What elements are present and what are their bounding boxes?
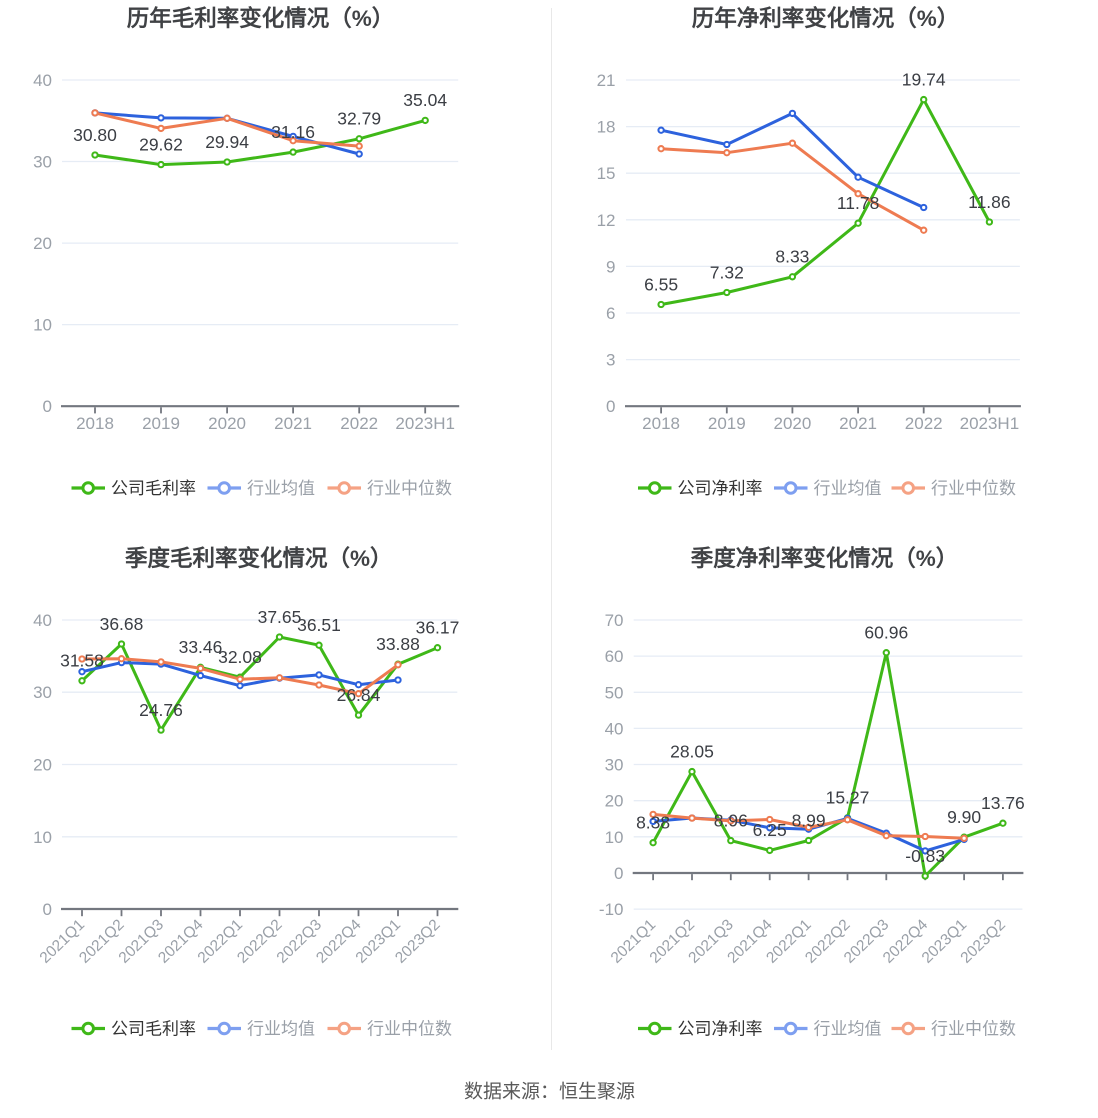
svg-text:行业均值: 行业均值 <box>247 1020 315 1039</box>
svg-text:50: 50 <box>605 683 624 702</box>
svg-text:2022: 2022 <box>340 414 378 433</box>
svg-text:行业中位数: 行业中位数 <box>931 1020 1016 1039</box>
svg-text:29.94: 29.94 <box>205 132 249 152</box>
svg-text:36.17: 36.17 <box>416 618 460 638</box>
svg-text:19.74: 19.74 <box>902 69 946 89</box>
svg-text:6.25: 6.25 <box>753 820 787 840</box>
svg-text:-0.83: -0.83 <box>905 846 945 866</box>
svg-text:行业均值: 行业均值 <box>814 1020 882 1039</box>
svg-text:历年毛利率变化情况（%）: 历年毛利率变化情况（%） <box>127 5 395 31</box>
svg-text:8.96: 8.96 <box>714 810 748 830</box>
svg-text:2021: 2021 <box>839 414 877 433</box>
svg-text:6.55: 6.55 <box>644 274 678 294</box>
svg-text:40: 40 <box>33 611 52 630</box>
svg-text:0: 0 <box>43 900 52 919</box>
svg-text:36.51: 36.51 <box>297 615 341 635</box>
svg-text:行业中位数: 行业中位数 <box>367 479 452 498</box>
svg-text:11.86: 11.86 <box>968 192 1011 212</box>
svg-text:30: 30 <box>605 756 624 775</box>
svg-text:33.46: 33.46 <box>179 637 223 657</box>
svg-text:公司净利率: 公司净利率 <box>678 1020 763 1039</box>
svg-text:-10: -10 <box>599 900 624 919</box>
svg-text:30: 30 <box>33 683 52 702</box>
svg-text:0: 0 <box>606 397 615 416</box>
svg-text:30: 30 <box>33 153 52 172</box>
svg-text:40: 40 <box>605 719 624 738</box>
svg-text:20: 20 <box>33 756 52 775</box>
svg-text:行业中位数: 行业中位数 <box>931 479 1016 498</box>
svg-text:8.38: 8.38 <box>636 813 670 833</box>
svg-text:31.16: 31.16 <box>271 122 315 142</box>
svg-text:7.32: 7.32 <box>710 262 744 282</box>
svg-text:2019: 2019 <box>142 414 180 433</box>
svg-text:24.76: 24.76 <box>139 700 183 720</box>
svg-text:公司净利率: 公司净利率 <box>678 479 763 498</box>
svg-text:70: 70 <box>605 611 624 630</box>
svg-text:11.78: 11.78 <box>837 193 880 213</box>
svg-text:季度毛利率变化情况（%）: 季度毛利率变化情况（%） <box>125 545 393 571</box>
svg-text:15: 15 <box>597 164 616 183</box>
svg-text:35.04: 35.04 <box>403 90 447 110</box>
svg-text:36.68: 36.68 <box>100 614 144 634</box>
svg-text:10: 10 <box>33 316 52 335</box>
svg-text:2020: 2020 <box>208 414 246 433</box>
svg-text:30.80: 30.80 <box>73 125 117 145</box>
svg-text:2020: 2020 <box>773 414 811 433</box>
svg-text:37.65: 37.65 <box>258 607 302 627</box>
svg-text:31.58: 31.58 <box>60 651 104 671</box>
svg-text:行业均值: 行业均值 <box>814 479 882 498</box>
svg-text:10: 10 <box>605 828 624 847</box>
svg-text:历年净利率变化情况（%）: 历年净利率变化情况（%） <box>692 5 960 31</box>
svg-text:2021: 2021 <box>274 414 312 433</box>
svg-text:13.76: 13.76 <box>981 793 1025 813</box>
svg-text:29.62: 29.62 <box>139 134 183 154</box>
svg-text:公司毛利率: 公司毛利率 <box>111 1020 196 1039</box>
svg-text:60: 60 <box>605 647 624 666</box>
svg-text:20: 20 <box>33 234 52 253</box>
svg-text:6: 6 <box>606 304 615 323</box>
svg-text:0: 0 <box>614 864 623 883</box>
svg-text:15.27: 15.27 <box>826 788 870 808</box>
svg-text:2018: 2018 <box>642 414 680 433</box>
svg-text:33.88: 33.88 <box>376 634 420 654</box>
svg-text:9.90: 9.90 <box>947 807 981 827</box>
svg-text:8.33: 8.33 <box>775 247 809 267</box>
svg-text:2019: 2019 <box>708 414 746 433</box>
svg-text:32.79: 32.79 <box>337 109 381 129</box>
svg-text:2022: 2022 <box>905 414 943 433</box>
svg-text:数据来源：恒生聚源: 数据来源：恒生聚源 <box>464 1081 635 1103</box>
svg-text:0: 0 <box>43 397 52 416</box>
svg-text:40: 40 <box>33 71 52 90</box>
svg-text:20: 20 <box>605 792 624 811</box>
svg-text:行业中位数: 行业中位数 <box>367 1020 452 1039</box>
svg-text:季度净利率变化情况（%）: 季度净利率变化情况（%） <box>691 545 959 571</box>
svg-text:2023H1: 2023H1 <box>960 414 1020 433</box>
svg-text:26.84: 26.84 <box>337 685 381 705</box>
svg-text:3: 3 <box>606 351 615 370</box>
svg-text:32.08: 32.08 <box>218 647 262 667</box>
svg-text:9: 9 <box>606 257 615 276</box>
svg-text:行业均值: 行业均值 <box>247 479 315 498</box>
svg-text:28.05: 28.05 <box>670 741 714 761</box>
svg-text:2023H1: 2023H1 <box>395 414 455 433</box>
svg-text:60.96: 60.96 <box>864 623 908 643</box>
svg-text:21: 21 <box>597 71 616 90</box>
svg-text:2018: 2018 <box>76 414 114 433</box>
svg-text:8.99: 8.99 <box>792 810 826 830</box>
svg-text:12: 12 <box>597 211 616 230</box>
svg-text:10: 10 <box>33 828 52 847</box>
svg-text:公司毛利率: 公司毛利率 <box>111 479 196 498</box>
svg-text:18: 18 <box>597 118 616 137</box>
